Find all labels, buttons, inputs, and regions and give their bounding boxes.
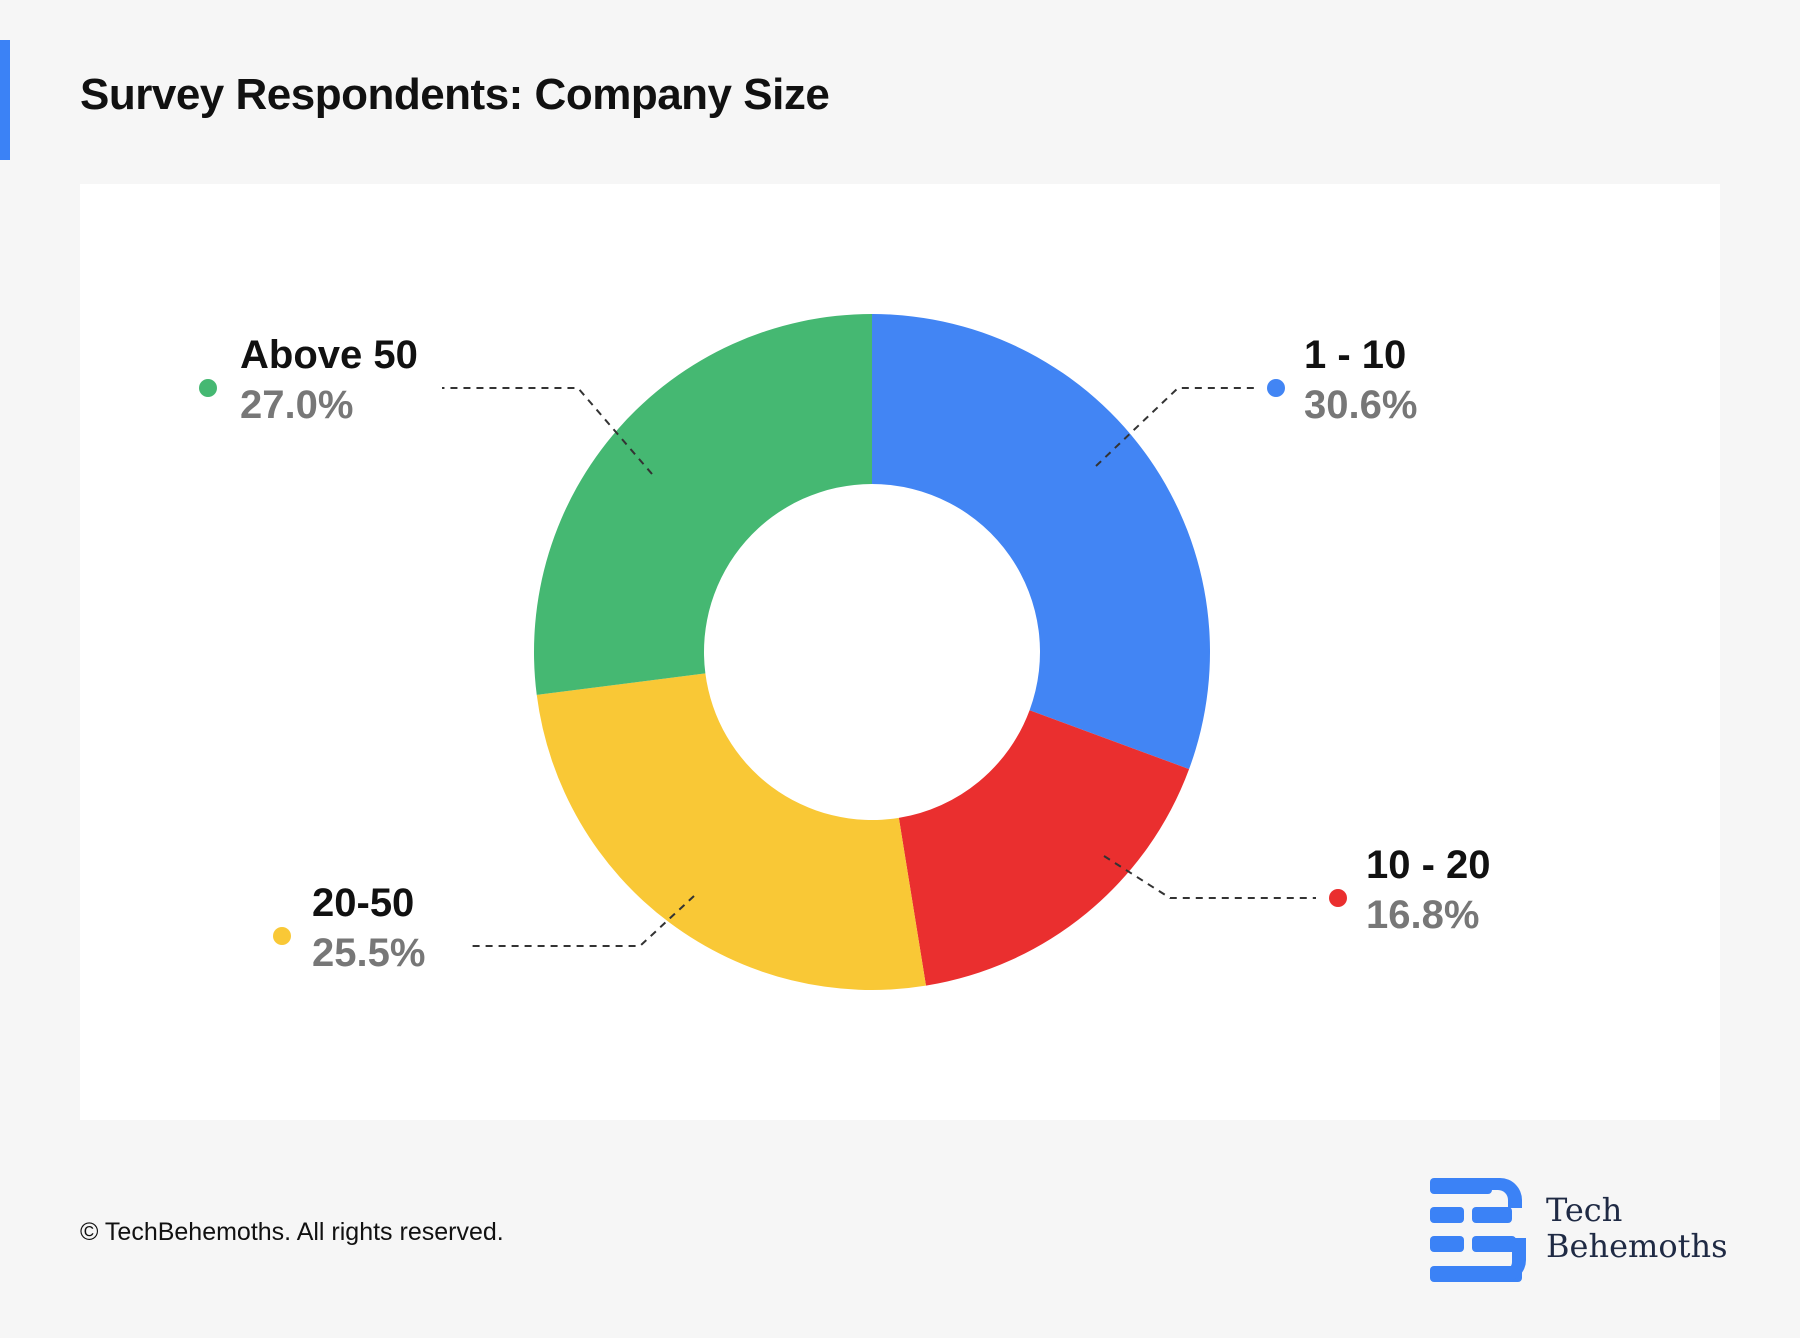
brand-name-line1: Tech — [1546, 1191, 1623, 1229]
page-title: Survey Respondents: Company Size — [80, 70, 830, 119]
accent-bar — [0, 40, 10, 160]
slice-20-50[interactable] — [536, 673, 926, 990]
chart-card: 1 - 10 30.6% 10 - 20 16.8% 20-50 25.5% Above 5… — [80, 184, 1720, 1120]
donut-chart: 1 - 10 30.6% 10 - 20 16.8% 20-50 25.5% Above 5… — [199, 314, 1491, 990]
slice-value-10-20: 16.8% — [1366, 893, 1479, 937]
slice-label-1-10: 1 - 10 — [1304, 333, 1406, 377]
slice-label-above-50: Above 50 — [240, 333, 418, 377]
leader-line-20-50 — [468, 895, 695, 947]
slice-10-20[interactable] — [898, 710, 1190, 986]
slice-label-20-50: 20-50 — [312, 881, 414, 925]
brand-name-line2: Behemoths — [1546, 1227, 1728, 1265]
legend-dot-above-50 — [199, 379, 217, 397]
legend-dot-10-20 — [1329, 889, 1347, 907]
leader-line-10-20 — [1103, 855, 1316, 899]
slice-value-20-50: 25.5% — [312, 931, 425, 975]
techbehemoths-logo-icon — [1430, 1178, 1526, 1282]
slice-value-1-10: 30.6% — [1304, 383, 1417, 427]
brand-name: Tech Behemoths — [1546, 1192, 1728, 1264]
legend-dot-1-10 — [1267, 379, 1285, 397]
slice-1-10[interactable] — [872, 314, 1210, 770]
slice-label-10-20: 10 - 20 — [1366, 843, 1491, 887]
slice-above-50[interactable] — [534, 314, 872, 695]
copyright-notice: © TechBehemoths. All rights reserved. — [80, 1218, 504, 1246]
legend-dot-20-50 — [273, 927, 291, 945]
slice-value-above-50: 27.0% — [240, 383, 353, 427]
